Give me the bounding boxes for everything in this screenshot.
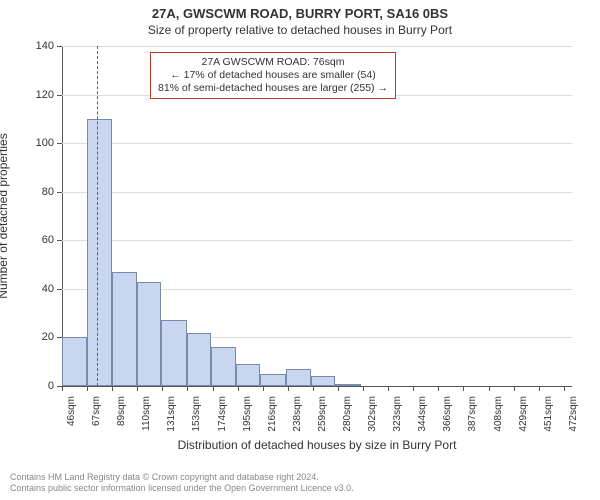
x-tick-label: 472sqm bbox=[568, 396, 579, 432]
x-tick bbox=[363, 386, 364, 391]
x-tick bbox=[288, 386, 289, 391]
x-tick bbox=[388, 386, 389, 391]
histogram-bar bbox=[161, 320, 187, 386]
y-tick bbox=[57, 46, 62, 47]
annotation-line-1: 27A GWSCWM ROAD: 76sqm bbox=[158, 56, 388, 69]
x-tick-label: 280sqm bbox=[342, 396, 353, 432]
histogram-bar bbox=[211, 347, 236, 386]
x-tick-label: 89sqm bbox=[116, 396, 127, 426]
footer: Contains HM Land Registry data © Crown c… bbox=[10, 472, 354, 495]
y-tick-label: 120 bbox=[24, 89, 54, 101]
x-tick-label: 451sqm bbox=[543, 396, 554, 432]
footer-line-1: Contains HM Land Registry data © Crown c… bbox=[10, 472, 354, 483]
x-tick bbox=[87, 386, 88, 391]
x-tick-label: 238sqm bbox=[292, 396, 303, 432]
x-tick bbox=[338, 386, 339, 391]
x-tick bbox=[112, 386, 113, 391]
x-tick-label: 67sqm bbox=[91, 396, 102, 426]
x-tick-label: 110sqm bbox=[141, 396, 152, 431]
x-tick bbox=[463, 386, 464, 391]
x-tick bbox=[62, 386, 63, 391]
y-tick bbox=[57, 143, 62, 144]
y-tick-label: 80 bbox=[24, 186, 54, 198]
y-tick-label: 20 bbox=[24, 331, 54, 343]
x-tick bbox=[162, 386, 163, 391]
x-axis-line bbox=[62, 386, 572, 387]
x-tick-label: 366sqm bbox=[442, 396, 453, 432]
x-tick bbox=[187, 386, 188, 391]
gridline bbox=[62, 192, 572, 193]
y-tick-label: 100 bbox=[24, 137, 54, 149]
x-tick-label: 344sqm bbox=[417, 396, 428, 432]
y-tick-label: 140 bbox=[24, 40, 54, 52]
histogram-bar bbox=[187, 333, 212, 386]
x-tick-label: 323sqm bbox=[392, 396, 403, 432]
x-tick-label: 259sqm bbox=[317, 396, 328, 432]
x-tick-label: 216sqm bbox=[267, 396, 278, 432]
y-tick bbox=[57, 192, 62, 193]
histogram-bar bbox=[137, 282, 162, 386]
x-tick bbox=[489, 386, 490, 391]
x-tick bbox=[564, 386, 565, 391]
chart-title: 27A, GWSCWM ROAD, BURRY PORT, SA16 0BS bbox=[0, 0, 600, 21]
x-tick-label: 408sqm bbox=[493, 396, 504, 432]
histogram-bar bbox=[236, 364, 261, 386]
x-tick bbox=[313, 386, 314, 391]
x-tick bbox=[514, 386, 515, 391]
histogram-bar bbox=[112, 272, 137, 386]
gridline bbox=[62, 240, 572, 241]
annotation-line-2: ← 17% of detached houses are smaller (54… bbox=[158, 69, 388, 82]
x-tick bbox=[263, 386, 264, 391]
x-tick-label: 131sqm bbox=[166, 396, 177, 432]
x-tick bbox=[238, 386, 239, 391]
histogram-bar bbox=[311, 376, 336, 386]
histogram-bar bbox=[260, 374, 286, 386]
y-tick-label: 0 bbox=[24, 380, 54, 392]
x-tick bbox=[213, 386, 214, 391]
chart-subtitle: Size of property relative to detached ho… bbox=[0, 21, 600, 41]
histogram-bar bbox=[286, 369, 311, 386]
gridline bbox=[62, 143, 572, 144]
x-tick-label: 302sqm bbox=[367, 396, 378, 432]
x-tick-label: 153sqm bbox=[191, 396, 202, 432]
y-tick bbox=[57, 289, 62, 290]
annotation-box: 27A GWSCWM ROAD: 76sqm ← 17% of detached… bbox=[150, 52, 396, 99]
x-tick-label: 195sqm bbox=[242, 396, 253, 432]
gridline bbox=[62, 46, 572, 47]
x-tick bbox=[438, 386, 439, 391]
y-axis-title: Number of detached properties bbox=[0, 133, 10, 298]
x-tick bbox=[137, 386, 138, 391]
x-tick-label: 429sqm bbox=[518, 396, 529, 432]
footer-line-2: Contains public sector information licen… bbox=[10, 483, 354, 494]
y-tick bbox=[57, 240, 62, 241]
histogram-bar bbox=[87, 119, 113, 386]
y-tick-label: 40 bbox=[24, 283, 54, 295]
x-axis-title: Distribution of detached houses by size … bbox=[62, 438, 572, 452]
x-tick bbox=[413, 386, 414, 391]
y-tick bbox=[57, 95, 62, 96]
x-tick bbox=[539, 386, 540, 391]
x-tick-label: 387sqm bbox=[467, 396, 478, 432]
y-axis-line bbox=[62, 46, 63, 386]
marker-line bbox=[97, 46, 98, 386]
y-tick-label: 60 bbox=[24, 234, 54, 246]
x-tick-label: 46sqm bbox=[66, 396, 77, 426]
x-tick-label: 174sqm bbox=[217, 396, 228, 432]
histogram-bar bbox=[62, 337, 87, 386]
annotation-line-3: 81% of semi-detached houses are larger (… bbox=[158, 82, 388, 95]
